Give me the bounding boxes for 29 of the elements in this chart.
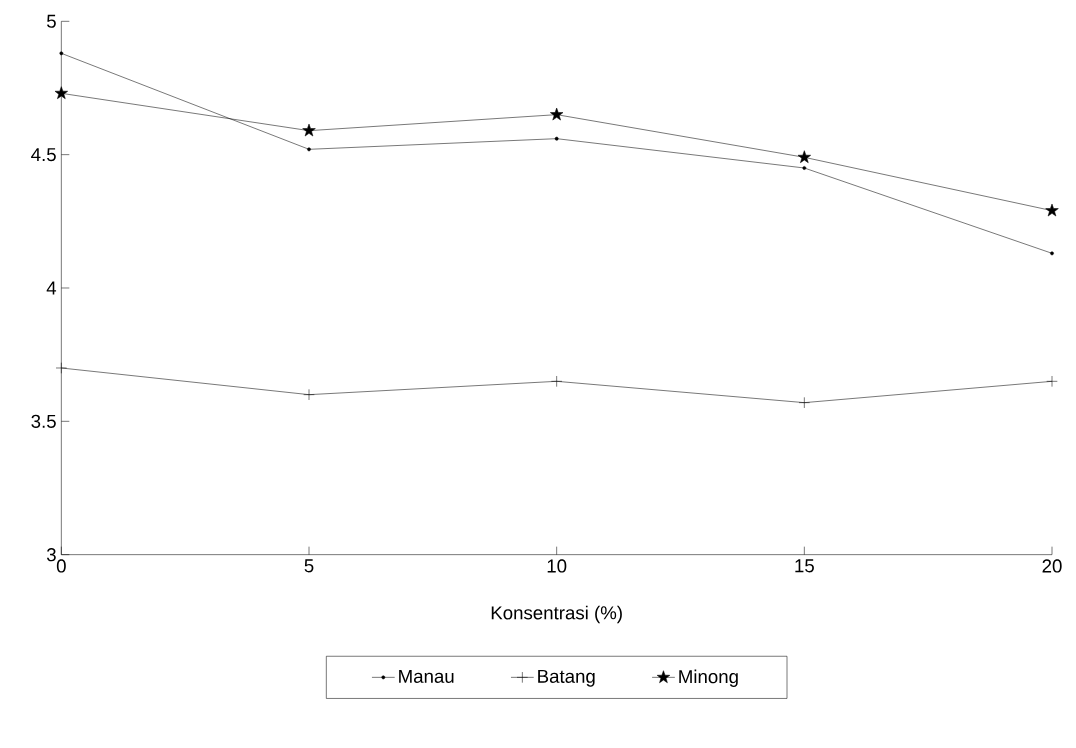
- legend-label: Batang: [538, 669, 595, 687]
- x-tick-label: 15: [795, 559, 814, 573]
- point: [1050, 251, 1054, 256]
- point: [1045, 203, 1059, 217]
- point: [554, 136, 559, 141]
- y-tick-label: 5: [47, 14, 56, 28]
- y-tick-label: 3: [46, 548, 56, 562]
- point: [550, 107, 564, 121]
- point: [303, 389, 315, 401]
- legend-label: Manau: [399, 669, 454, 683]
- point: [302, 123, 316, 137]
- point: [55, 362, 67, 374]
- point: [59, 51, 64, 56]
- x-tick-label: 20: [1042, 559, 1062, 573]
- y-tick-label: 4: [46, 281, 57, 295]
- point: [797, 150, 811, 163]
- point: [802, 166, 807, 170]
- x-tick-label: 0: [56, 559, 66, 573]
- point: [1046, 375, 1058, 387]
- y-tick-label: 4.5: [31, 148, 56, 162]
- x-tick-label: 10: [547, 559, 567, 573]
- point: [307, 147, 311, 152]
- point: [798, 397, 810, 409]
- point: [551, 375, 563, 387]
- point: [54, 86, 68, 99]
- x-tick-label: 5: [304, 559, 314, 573]
- x-axis-title: Konsentrasi (%): [491, 605, 622, 624]
- legend-label: Minong: [679, 669, 738, 687]
- y-tick-label: 3.5: [31, 414, 56, 428]
